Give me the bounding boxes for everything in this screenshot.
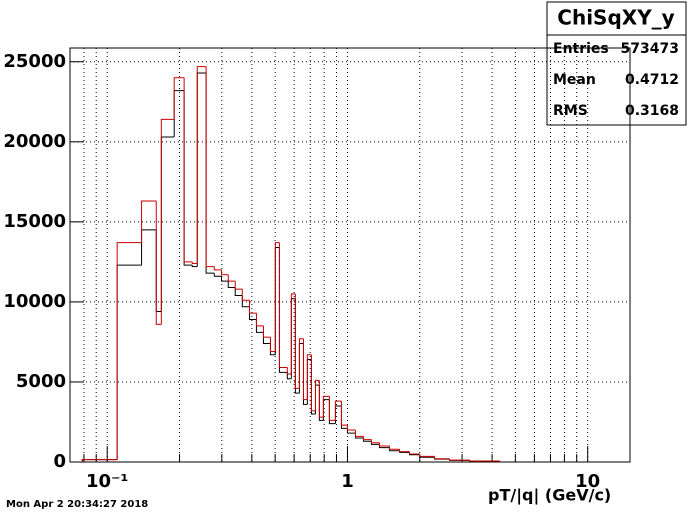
histogram-bin xyxy=(290,293,296,374)
histogram-bin xyxy=(191,261,198,264)
histogram-bin xyxy=(274,242,280,352)
histogram-bin xyxy=(191,265,198,268)
stats-title: ChiSqXY_y xyxy=(557,6,674,30)
histogram-bin xyxy=(141,200,157,243)
stats-value: 0.4712 xyxy=(625,72,679,88)
histogram-bin xyxy=(362,436,372,441)
histogram-bin xyxy=(314,379,320,411)
x-tick-label: 10⁻¹ xyxy=(86,471,128,492)
histogram-bin xyxy=(196,66,207,264)
histogram-bin xyxy=(419,453,435,457)
histogram-bin xyxy=(306,354,312,400)
histogram-bin xyxy=(269,337,276,353)
histogram-bin xyxy=(340,401,348,426)
histogram-bin xyxy=(370,439,380,444)
histogram-bin xyxy=(220,269,229,276)
histogram-bin xyxy=(173,77,185,120)
y-tick-label: 0 xyxy=(53,451,66,472)
histogram-bin xyxy=(116,242,142,460)
stats-box xyxy=(546,1,687,126)
y-tick-label: 20000 xyxy=(3,131,66,152)
x-axis-label: pT/|q| (GeV/c) xyxy=(488,486,611,506)
stats-label: Mean xyxy=(553,72,596,88)
stats-label: Entries xyxy=(553,41,609,57)
histogram-bin xyxy=(227,281,236,288)
histogram-bin xyxy=(81,459,118,462)
y-tick-label: 15000 xyxy=(3,211,66,232)
y-tick-label: 10000 xyxy=(3,291,66,312)
histogram-bin xyxy=(205,66,215,268)
plot-frame xyxy=(69,47,631,463)
x-tick-label: 10 xyxy=(575,471,600,492)
stats-value: 0.3168 xyxy=(625,103,679,119)
histogram-bin xyxy=(298,338,304,389)
histogram-bin xyxy=(248,300,257,314)
histogram-bin xyxy=(469,460,501,462)
histogram-bin xyxy=(286,372,292,380)
histogram-bin xyxy=(183,77,193,263)
histogram-bin xyxy=(408,451,420,455)
histogram-bin xyxy=(278,242,288,369)
histogram-bin xyxy=(334,400,342,421)
histogram-bin xyxy=(234,281,243,290)
histogram-bin xyxy=(286,367,292,375)
y-tick-label: 25000 xyxy=(3,51,66,72)
histogram-bin xyxy=(160,118,175,325)
histogram-bin xyxy=(310,354,316,412)
stats-label: RMS xyxy=(553,103,588,119)
histogram-bin xyxy=(220,276,229,282)
histogram-bin xyxy=(234,287,243,297)
histogram-bin xyxy=(449,458,470,461)
histogram-bin xyxy=(213,273,222,277)
histogram-bin xyxy=(318,380,324,418)
timestamp: Mon Apr 2 20:34:27 2018 xyxy=(6,499,148,510)
x-tick-label: 1 xyxy=(341,471,354,492)
histogram-bin xyxy=(213,266,222,271)
histogram-bin xyxy=(378,442,390,447)
histogram-bin xyxy=(294,293,300,389)
histogram-bin xyxy=(262,325,271,338)
histogram-bin xyxy=(255,313,264,327)
histogram-bin xyxy=(354,429,364,437)
histogram-bin xyxy=(388,445,400,450)
histogram-bin xyxy=(322,395,330,418)
histogram-bin xyxy=(302,338,308,401)
histogram-bin xyxy=(328,396,336,421)
histogram-bin xyxy=(241,289,250,301)
histogram-bin xyxy=(346,425,356,431)
histogram-bin xyxy=(155,201,162,325)
histogram-bin xyxy=(399,449,410,453)
stats-value: 573473 xyxy=(621,41,679,57)
histogram-bin xyxy=(434,456,450,460)
y-tick-label: 5000 xyxy=(16,371,66,392)
histogram-bin xyxy=(227,274,236,282)
